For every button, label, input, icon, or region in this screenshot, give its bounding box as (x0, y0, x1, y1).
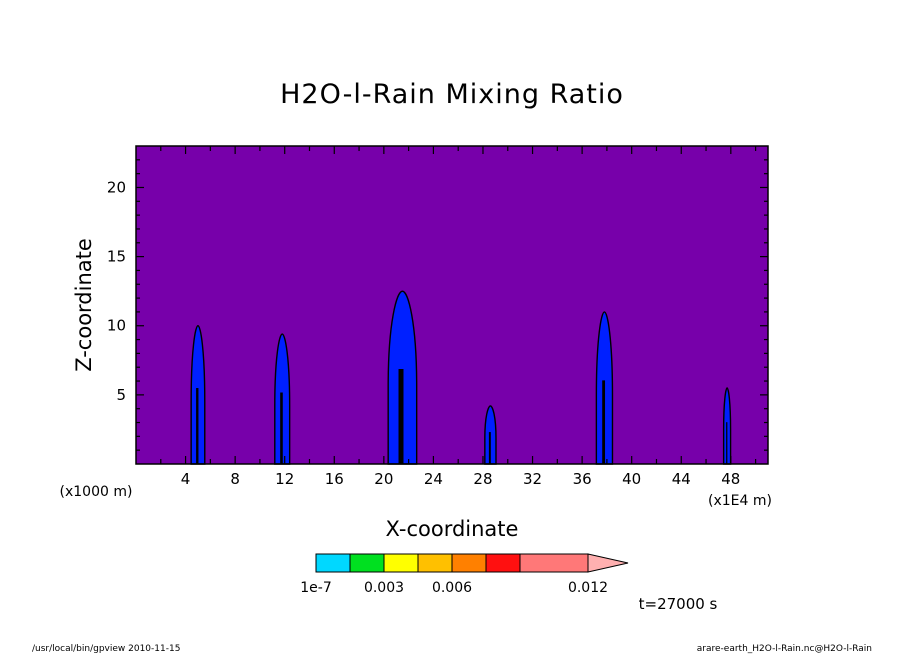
plot-area (136, 146, 768, 464)
y-tick-label: 20 (107, 178, 126, 196)
colorbar-segment (315, 553, 351, 573)
x-tick-label: 28 (473, 470, 492, 488)
colorbar-label: 1e-7 (300, 580, 331, 596)
x-unit-left: (x1000 m) (60, 484, 133, 500)
x-tick-label: 40 (622, 470, 641, 488)
x-tick-label: 4 (181, 470, 191, 488)
x-tick-label: 16 (325, 470, 344, 488)
colorbar-label: 0.003 (364, 580, 404, 596)
colorbar-label: 0.012 (568, 580, 608, 596)
plot-frame (135, 145, 769, 465)
colorbar-labels: 1e-7 0.003 0.006 0.012 (300, 580, 608, 596)
colorbar-extend-arrow (587, 553, 629, 573)
colorbar-segment (485, 553, 521, 573)
y-axis-ticks: 5 10 15 20 (107, 159, 768, 451)
x-tick-label: 20 (374, 470, 393, 488)
colorbar-segment (349, 553, 385, 573)
x-axis-label: X-coordinate (386, 517, 519, 541)
x-tick-label: 12 (275, 470, 294, 488)
colorbar-label: 0.006 (432, 580, 472, 596)
x-tick-label: 8 (230, 470, 240, 488)
y-tick-label: 15 (107, 248, 126, 266)
colorbar-segment (519, 553, 589, 573)
mixing-ratio-features (190, 290, 732, 465)
x-tick-label: 24 (424, 470, 443, 488)
colorbar-segment (383, 553, 419, 573)
y-tick-label: 10 (107, 317, 126, 335)
x-tick-label: 44 (672, 470, 691, 488)
y-tick-label: 5 (116, 386, 126, 404)
y-axis-label: Z-coordinate (72, 238, 96, 372)
footer-left: /usr/local/bin/gpview 2010-11-15 (32, 644, 180, 654)
x-axis-ticks: 4 8 12 16 20 24 28 32 36 40 44 48 (160, 146, 757, 488)
colorbar-segment (417, 553, 453, 573)
colorbar-segment (451, 553, 487, 573)
colorbar (315, 553, 629, 573)
x-tick-label: 32 (523, 470, 542, 488)
chart-title: H2O-l-Rain Mixing Ratio (280, 79, 624, 110)
time-label: t=27000 s (639, 595, 718, 613)
x-unit-right: (x1E4 m) (708, 493, 772, 509)
footer-right: arare-earth_H2O-l-Rain.nc@H2O-l-Rain (697, 644, 872, 654)
x-tick-label: 36 (573, 470, 592, 488)
x-tick-label: 48 (721, 470, 740, 488)
